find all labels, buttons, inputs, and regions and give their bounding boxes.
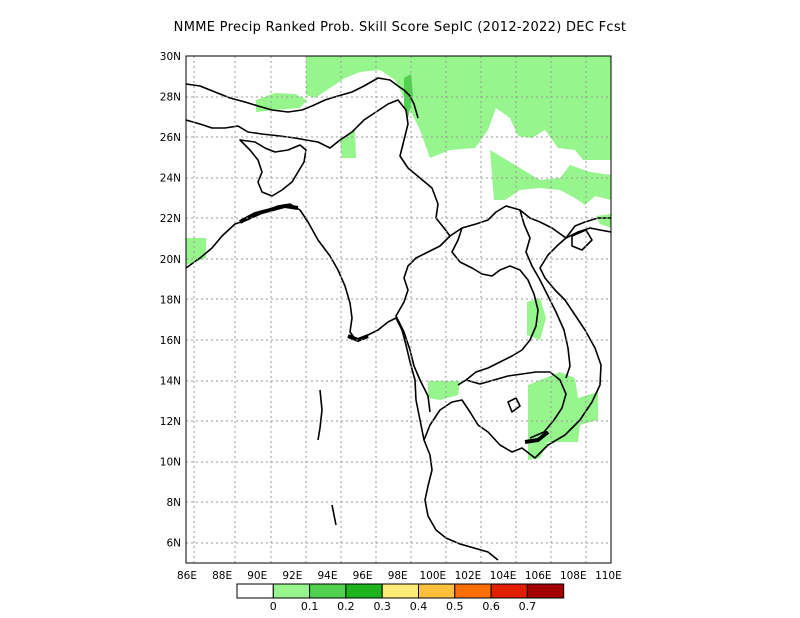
nicobar-islands — [331, 504, 337, 526]
x-tick-label: 86E — [177, 570, 197, 582]
coastline-layer — [186, 77, 611, 561]
colorbar-label: 0 — [270, 600, 277, 613]
x-tick-label: 106E — [525, 570, 552, 582]
x-tick-label: 96E — [353, 570, 373, 582]
y-axis-ticks: 6N 8N 10N 12N 14N 16N 18N 20N 22N 24N 26N 28N 30N — [160, 51, 181, 550]
colorbar-swatch — [418, 583, 456, 599]
x-tick-label: 98E — [388, 570, 408, 582]
y-tick-label: 30N — [160, 51, 181, 63]
colorbar-label: 0.1 — [301, 600, 319, 613]
border-myanmar-west — [305, 99, 451, 237]
y-tick-label: 28N — [160, 92, 181, 104]
colorbar-label: 0.3 — [373, 600, 391, 613]
colorbar-label: 0.7 — [519, 600, 537, 613]
ganges-delta — [239, 203, 299, 224]
x-tick-label: 108E — [560, 570, 587, 582]
x-tick-label: 104E — [490, 570, 517, 582]
border-myanmar-thailand — [395, 235, 451, 413]
y-tick-label: 12N — [160, 416, 181, 428]
colorbar-swatch — [272, 583, 311, 599]
colorbar-swatch — [345, 583, 383, 599]
y-tick-label: 16N — [160, 335, 181, 347]
colorbar-swatch — [309, 583, 347, 599]
skill-patch-west-20N — [186, 238, 206, 265]
coastline-east — [423, 227, 611, 459]
x-axis-ticks: 86E 88E 90E 92E 94E 96E 98E 100E 102E 104E 106E 108… — [177, 570, 622, 582]
x-tick-label: 92E — [282, 570, 302, 582]
colorbar-label: 0.4 — [410, 600, 428, 613]
delta-layer — [239, 203, 550, 444]
colorbar-label: 0.6 — [482, 600, 500, 613]
border-china-south — [449, 205, 567, 239]
colorbar-swatch — [454, 583, 492, 599]
x-tick-label: 110E — [595, 570, 622, 582]
y-tick-label: 6N — [166, 538, 181, 550]
y-tick-label: 22N — [160, 213, 181, 225]
skill-patch-bhutan — [256, 93, 307, 112]
border-bangladesh — [239, 139, 307, 197]
colorbar: 0 0.1 0.2 0.3 0.4 0.5 0.6 0.7 — [236, 583, 565, 613]
border-north — [186, 77, 419, 119]
y-tick-label: 10N — [160, 457, 181, 469]
gridlines — [186, 56, 611, 563]
skill-shading-layer — [186, 56, 611, 460]
skill-patch-thailand-west — [428, 381, 460, 400]
irrawaddy-delta — [347, 334, 369, 343]
colorbar-label: 0.2 — [337, 600, 355, 613]
skill-patch-china-band — [490, 150, 611, 205]
x-tick-label: 94E — [317, 570, 337, 582]
colorbar-swatch — [526, 583, 565, 599]
x-tick-label: 102E — [455, 570, 482, 582]
x-tick-label: 100E — [419, 570, 446, 582]
skill-patch-cambodia — [528, 372, 598, 460]
y-tick-label: 14N — [160, 375, 181, 387]
colorbar-swatch — [236, 583, 274, 599]
plot-frame — [185, 55, 612, 564]
y-tick-label: 26N — [160, 132, 181, 144]
colorbar-swatch — [381, 583, 420, 599]
andaman-islands — [317, 389, 323, 441]
colorbar-label: 0.5 — [446, 600, 464, 613]
hainan-island — [571, 229, 593, 251]
y-tick-label: 24N — [160, 173, 181, 185]
y-tick-label: 8N — [166, 497, 181, 509]
border-laos-thailand — [451, 227, 539, 386]
skill-patch-tibet-east — [596, 214, 611, 228]
x-tick-label: 88E — [212, 570, 232, 582]
y-tick-label: 18N — [160, 294, 181, 306]
y-tick-label: 20N — [160, 254, 181, 266]
border-cambodia — [465, 371, 567, 439]
x-tick-label: 90E — [247, 570, 267, 582]
skill-patch-north — [306, 56, 611, 160]
tonle-sap — [507, 397, 521, 413]
border-laos-vietnam — [519, 209, 571, 379]
chart-title: NMME Precip Ranked Prob. Skill Score Sep… — [173, 20, 627, 35]
mekong-delta — [524, 430, 550, 444]
skill-patch-myanmar-north-high — [404, 74, 413, 118]
colorbar-swatch — [490, 583, 528, 599]
